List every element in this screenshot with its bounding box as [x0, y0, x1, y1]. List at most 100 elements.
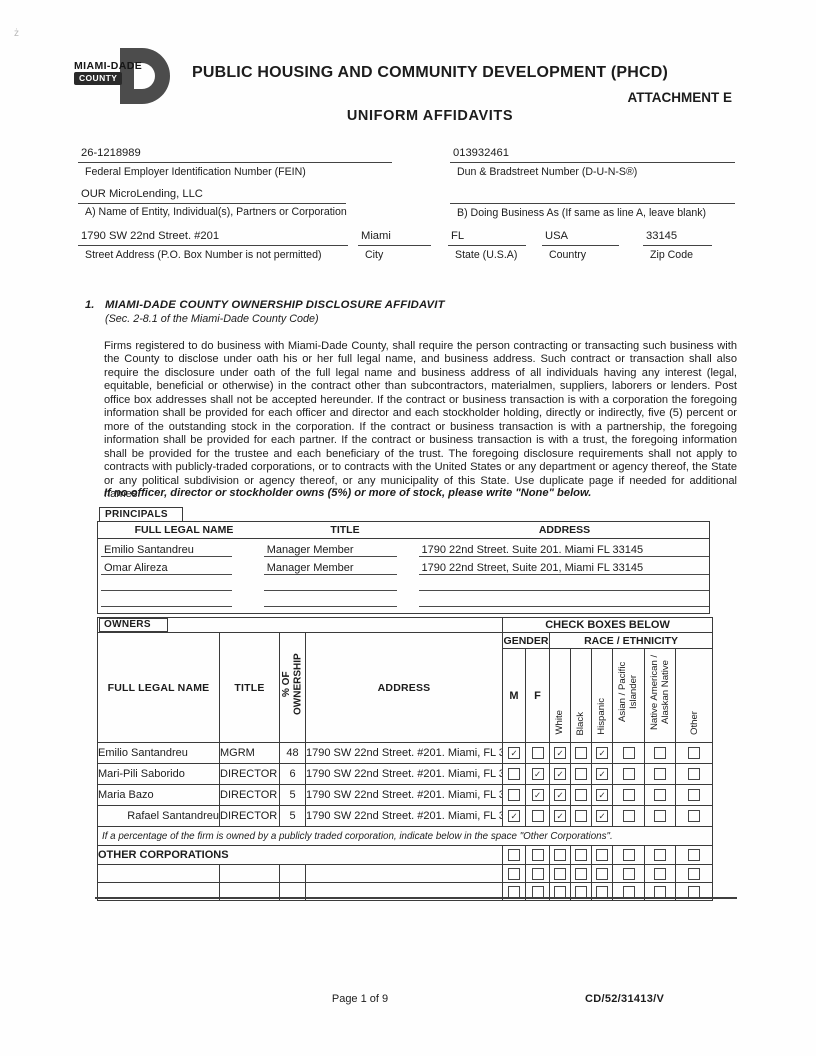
principal-address: 1790 22nd Street. Suite 201. Miami FL 33… — [418, 544, 709, 557]
checkbox — [508, 789, 520, 802]
checkbox — [508, 885, 520, 898]
checkbox-cell-other — [674, 763, 714, 785]
checkbox-cell-asian — [612, 805, 645, 827]
checkbox — [575, 867, 587, 880]
section-heading: MIAMI-DADE COUNTY OWNERSHIP DISCLOSURE A… — [105, 299, 445, 311]
dba-value — [450, 188, 735, 204]
checkbox: ✓ — [554, 747, 566, 760]
checkbox — [688, 747, 701, 760]
logo-d-icon — [114, 46, 180, 111]
owners-band: OWNERS — [97, 617, 503, 633]
checkbox-cell-m — [502, 784, 526, 806]
checkbox — [531, 849, 544, 862]
zip-value: 33145 — [643, 230, 712, 246]
col-header-female: F — [525, 648, 550, 743]
duns-value: 013932461 — [450, 147, 735, 163]
principal-title — [263, 590, 397, 591]
checkbox-cell — [644, 845, 676, 865]
fein-label: Federal Employer Identification Number (… — [85, 166, 306, 178]
principal-address — [418, 606, 709, 607]
checkbox — [688, 849, 701, 862]
checkbox — [575, 768, 587, 781]
checkbox: ✓ — [531, 789, 544, 802]
logo-text-miami-dade: MIAMI-DADE — [74, 60, 143, 72]
checkbox: ✓ — [508, 747, 520, 760]
principals-header-row: FULL LEGAL NAME TITLE ADDRESS — [98, 522, 709, 539]
form-code: CD/52/31413/V — [585, 993, 665, 1005]
street-field: 1790 SW 22nd Street. #201 Street Address… — [78, 230, 348, 261]
checkbox-cell-f: ✓ — [525, 784, 550, 806]
checkbox-cell-white: ✓ — [549, 784, 571, 806]
checkbox-cell — [570, 864, 592, 883]
checkbox — [508, 768, 520, 781]
owner-row: Emilio Santandreu MGRM 48 1790 SW 22nd S… — [97, 742, 714, 764]
checkbox-cell — [591, 864, 613, 883]
checkbox-cell-white: ✓ — [549, 763, 571, 785]
checkbox-cell-white: ✓ — [549, 805, 571, 827]
checkbox-cell-native — [644, 784, 676, 806]
owner-title: DIRECTOR — [219, 784, 280, 806]
entity-name-field: OUR MicroLending, LLC — [78, 188, 346, 204]
principals-tab: PRINCIPALS — [99, 507, 183, 522]
checkbox — [688, 885, 701, 898]
principals-row: Omar Alireza Manager Member 1790 22nd St… — [98, 557, 709, 575]
section-number: 1. — [85, 299, 95, 311]
checkbox — [554, 849, 566, 862]
owners-tab: OWNERS — [99, 618, 168, 632]
checkbox — [596, 867, 608, 880]
principals-table: FULL LEGAL NAME TITLE ADDRESS Emilio San… — [97, 521, 710, 614]
country-value: USA — [542, 230, 619, 246]
other-corporations-label: OTHER CORPORATIONS — [97, 845, 503, 865]
principal-name: Omar Alireza — [101, 562, 232, 575]
checkbox: ✓ — [554, 810, 566, 823]
checkbox-cell-black — [570, 784, 592, 806]
checkbox — [688, 867, 701, 880]
checkbox-cell-hispanic: ✓ — [591, 763, 613, 785]
bottom-rule — [95, 897, 737, 899]
checkbox: ✓ — [596, 810, 608, 823]
entity-name-label: A) Name of Entity, Individual(s), Partne… — [85, 206, 347, 218]
check-boxes-below-header: CHECK BOXES BELOW — [501, 617, 714, 633]
owner-name: Emilio Santandreu — [97, 742, 220, 764]
owners-table: OWNERS CHECK BOXES BELOW FULL LEGAL NAME… — [96, 617, 714, 901]
other-corporations-note: If a percentage of the firm is owned by … — [96, 826, 714, 846]
owners-col-pct: % OF OWNERSHIP — [279, 632, 306, 743]
checkbox-cell — [612, 845, 645, 865]
duns-field: 013932461 Dun & Bradstreet Number (D-U-N… — [450, 147, 735, 178]
affidavit-body-text: Firms registered to do business with Mia… — [104, 340, 737, 500]
checkbox-cell — [502, 864, 526, 883]
checkbox-cell — [570, 845, 592, 865]
checkbox-cell — [612, 864, 645, 883]
blank-cell — [219, 864, 280, 883]
checkbox: ✓ — [596, 747, 608, 760]
principals-col-name: FULL LEGAL NAME — [134, 524, 234, 536]
logo-text-county: COUNTY — [74, 72, 123, 85]
checkbox: ✓ — [554, 768, 566, 781]
checkbox-cell-other — [674, 805, 714, 827]
owner-row: Mari-Pili Saborido DIRECTOR 6 1790 SW 22… — [97, 763, 714, 785]
checkbox-cell — [612, 882, 645, 901]
checkbox — [575, 789, 587, 802]
checkbox — [554, 867, 566, 880]
checkbox-cell-other — [674, 784, 714, 806]
checkbox-cell-asian — [612, 763, 645, 785]
checkbox-cell-m: ✓ — [502, 742, 526, 764]
checkbox — [654, 867, 666, 880]
other-corporation-blank-row — [97, 882, 714, 901]
city-value: Miami — [358, 230, 431, 246]
checkbox-cell-hispanic: ✓ — [591, 742, 613, 764]
checkbox — [575, 810, 587, 823]
owner-pct: 6 — [279, 763, 306, 785]
checkbox-cell-black — [570, 805, 592, 827]
col-header-other: Other — [674, 648, 714, 743]
checkbox-cell — [525, 845, 550, 865]
page-number: Page 1 of 9 — [331, 993, 389, 1005]
checkbox — [531, 810, 544, 823]
principals-row-blank — [98, 591, 709, 607]
col-header-white: White — [549, 648, 571, 743]
checkbox — [654, 885, 666, 898]
country-label: Country — [549, 249, 587, 261]
checkbox-cell — [525, 882, 550, 901]
checkbox — [622, 747, 635, 760]
